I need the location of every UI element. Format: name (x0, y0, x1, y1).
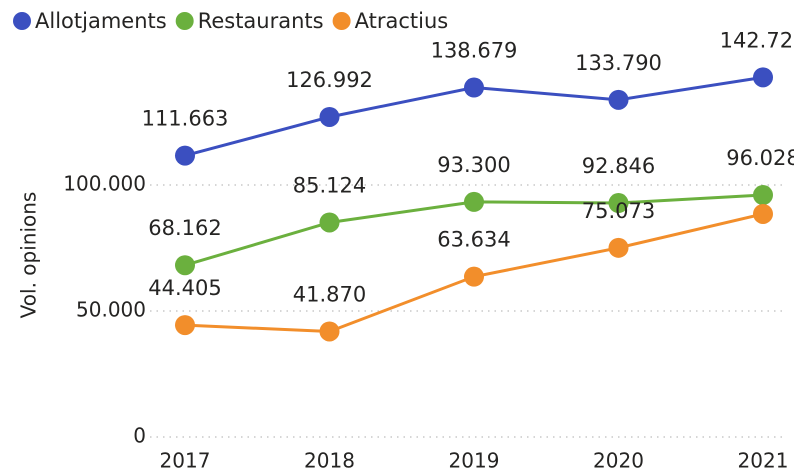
x-tick-label: 2021 (738, 449, 789, 473)
point (753, 203, 773, 224)
x-tick-label: 2018 (304, 449, 355, 473)
point (753, 67, 773, 88)
y-tick-label: 100.000 (63, 172, 146, 196)
data-label: 75.073 (582, 199, 655, 223)
y-axis-label: Vol. opinions (17, 192, 41, 319)
data-label: 93.300 (437, 153, 510, 177)
data-label: 41.870 (293, 282, 366, 306)
point (753, 185, 773, 206)
x-tick-label: 2017 (160, 449, 211, 473)
legend-marker (332, 12, 351, 30)
data-label: 126.992 (286, 68, 373, 92)
legend-marker (175, 12, 194, 30)
point (319, 321, 340, 342)
data-label: 142.727 (720, 28, 794, 52)
data-label: 111.663 (142, 107, 229, 131)
point (464, 77, 484, 98)
point (319, 212, 340, 233)
y-tick-label: 0 (133, 424, 146, 448)
data-label: 138.679 (431, 39, 518, 63)
legend-label: Restaurants (198, 9, 324, 33)
point (464, 191, 484, 212)
data-label: 44.405 (148, 276, 221, 300)
y-tick-label: 50.000 (76, 298, 146, 322)
point (608, 193, 629, 214)
point (319, 106, 340, 127)
data-label: 63.634 (437, 228, 510, 252)
point (175, 145, 195, 166)
legend-label: Allotjaments (35, 9, 167, 33)
legend-label: Atractius (355, 9, 449, 33)
point (608, 89, 629, 110)
x-tick-label: 2020 (593, 449, 644, 473)
x-tick-label: 2019 (449, 449, 500, 473)
data-label: 96.028 (726, 146, 794, 170)
point (175, 315, 195, 336)
data-label: 85.124 (293, 173, 366, 197)
legend-marker (13, 12, 31, 30)
data-label: 92.846 (582, 154, 655, 178)
point (608, 237, 629, 258)
data-label: 133.790 (575, 51, 662, 75)
point (175, 255, 195, 276)
data-label: 68.162 (148, 216, 221, 240)
point (464, 266, 484, 287)
